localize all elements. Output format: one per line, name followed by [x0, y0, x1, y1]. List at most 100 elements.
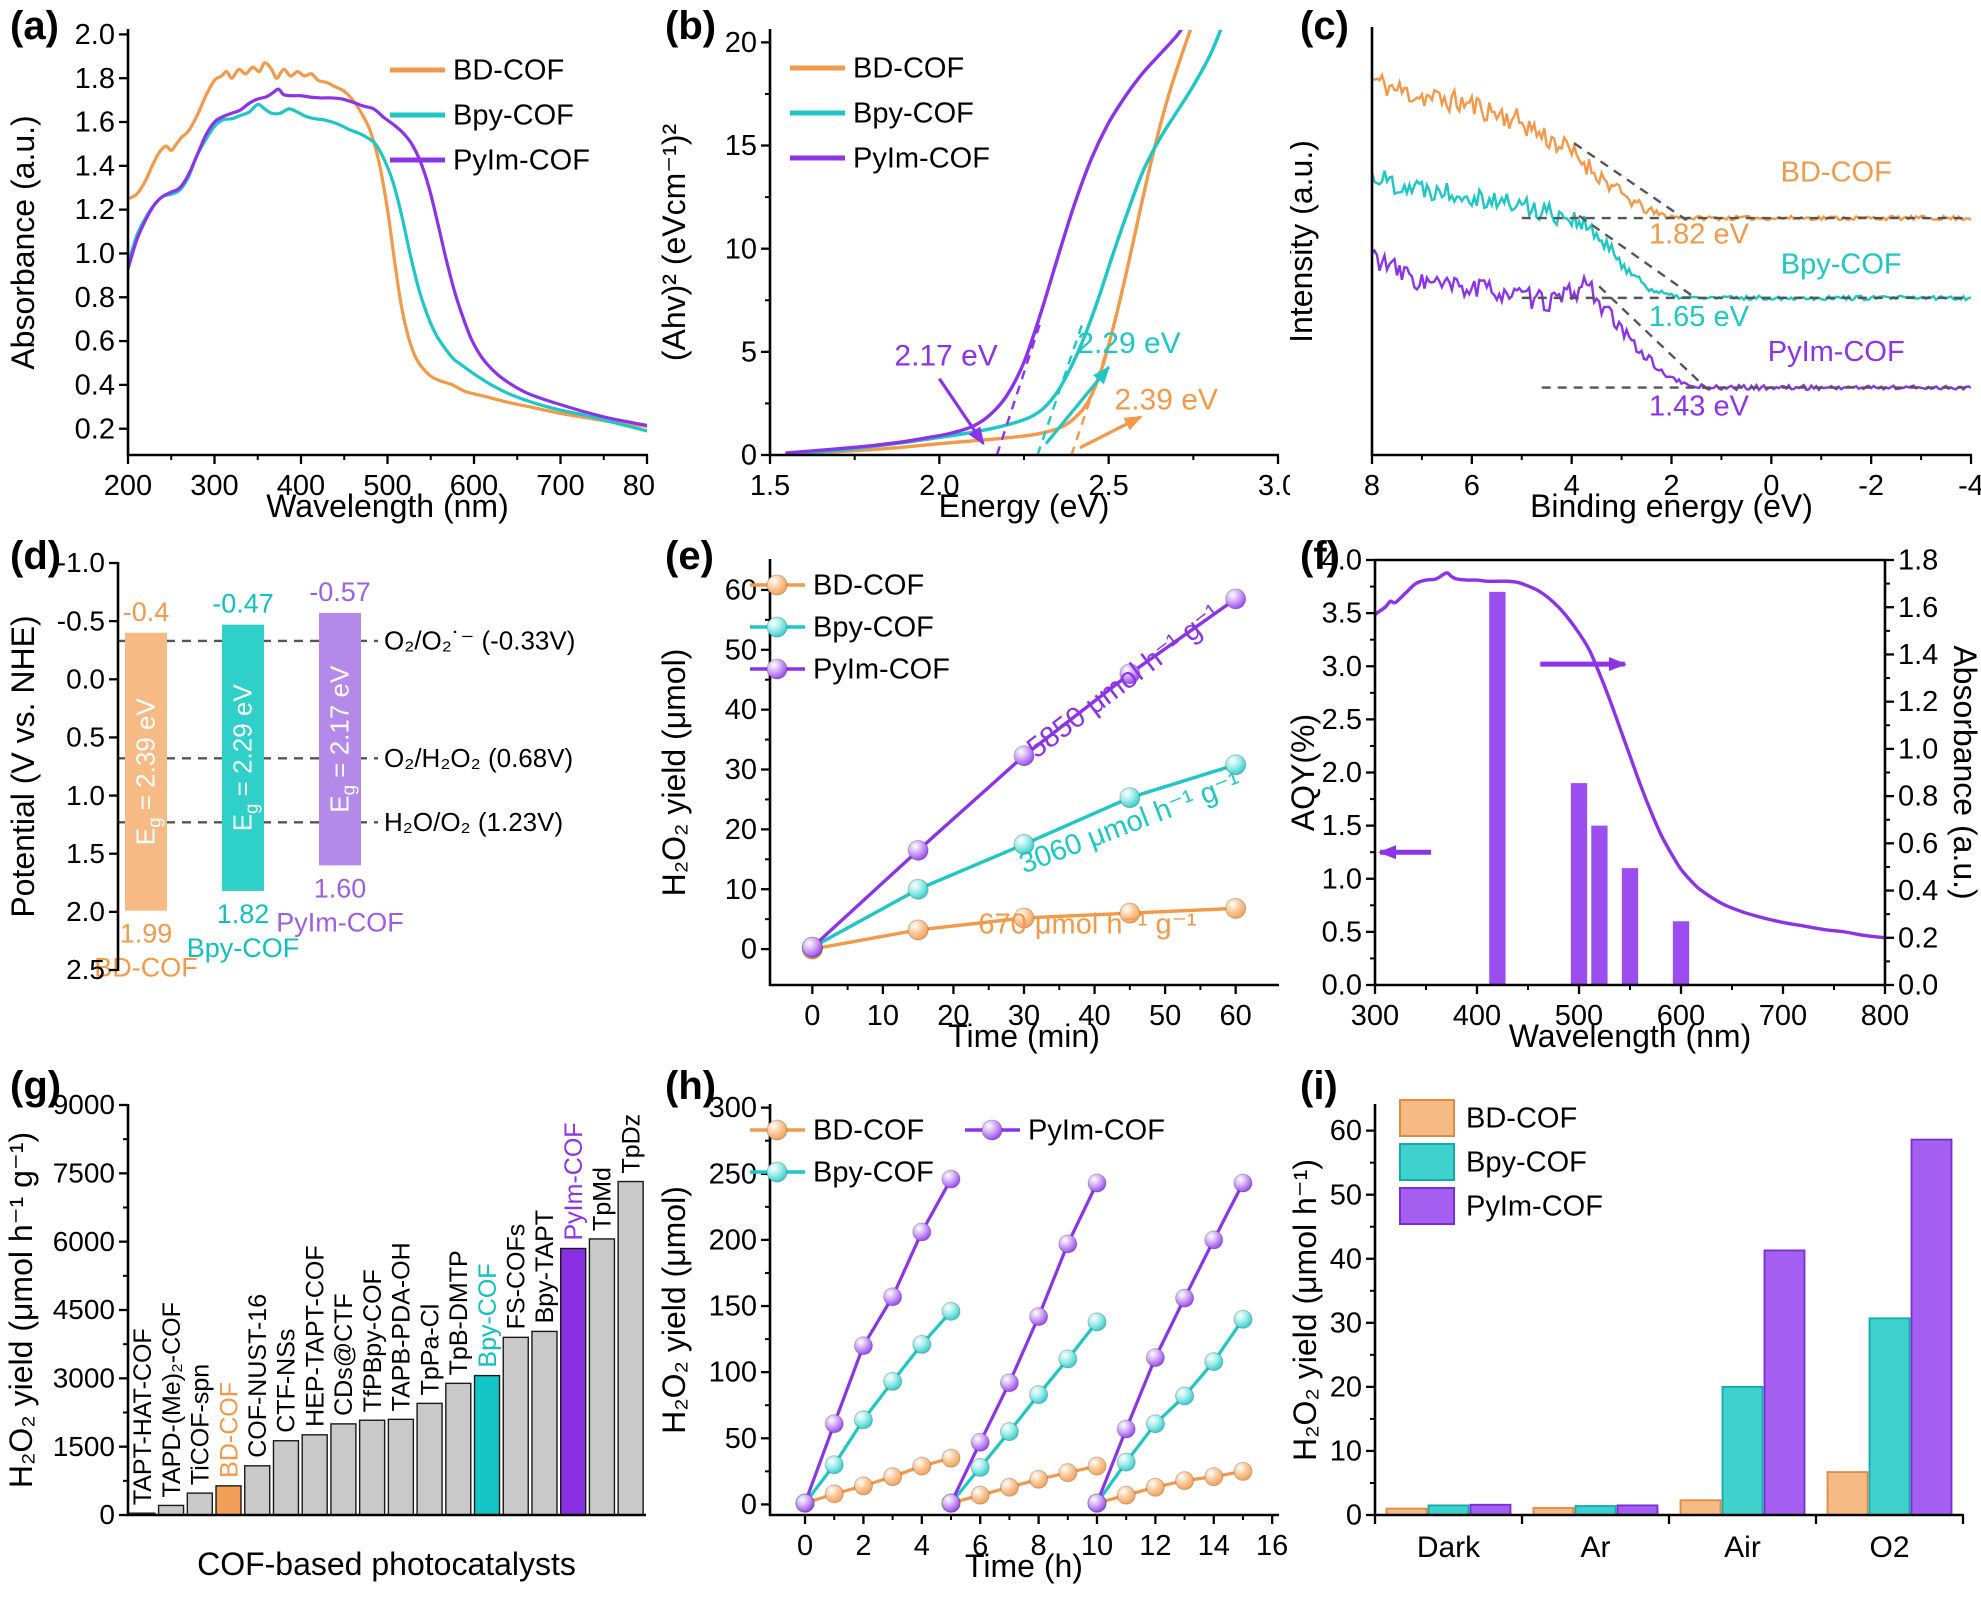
- svg-text:20: 20: [1330, 1371, 1362, 1403]
- panel-label-h: (h): [665, 1064, 717, 1108]
- svg-text:20: 20: [725, 814, 757, 846]
- svg-text:2.0: 2.0: [919, 470, 959, 502]
- svg-text:0.2: 0.2: [75, 413, 115, 445]
- svg-text:TiCOF-spn: TiCOF-spn: [187, 1364, 215, 1485]
- chart-aqy-wavelength: 300 400 500 600 700 8000.00.51.01.52.02.53.03…: [1290, 545, 1981, 1054]
- svg-text:PyIm-COF: PyIm-COF: [1028, 1115, 1165, 1147]
- svg-text:150: 150: [709, 1291, 757, 1323]
- svg-text:Dark: Dark: [1417, 1531, 1481, 1564]
- svg-text:TfPBpy-COF: TfPBpy-COF: [359, 1269, 387, 1412]
- svg-text:0: 0: [741, 1489, 757, 1521]
- svg-text:Wavelength (nm): Wavelength (nm): [1509, 1018, 1751, 1054]
- svg-text:1.5: 1.5: [1322, 810, 1362, 842]
- svg-text:10: 10: [725, 874, 757, 906]
- svg-text:H₂O₂ yield (μmol h⁻¹ g⁻¹): H₂O₂ yield (μmol h⁻¹ g⁻¹): [3, 1132, 39, 1488]
- chart-uvvis-absorbance: 200 300 400 500 600 700 800 0.2 0.4 0.6 0.8 1.0 1.2 1…: [5, 19, 655, 524]
- panel-label-g: (g): [10, 1064, 62, 1108]
- svg-text:0.8: 0.8: [75, 282, 115, 314]
- chart-catalyst-comparison: TAPT-HAT-COF TAPD-(Me)₂-COF TiCOF-spn BD-CO…: [3, 1089, 646, 1582]
- svg-text:TAPT-HAT-COF: TAPT-HAT-COF: [129, 1328, 157, 1505]
- svg-text:Bpy-COF: Bpy-COF: [1466, 1147, 1587, 1179]
- svg-text:BD-COF: BD-COF: [813, 1115, 924, 1147]
- svg-text:PyIm-COF: PyIm-COF: [1768, 336, 1905, 368]
- svg-text:-0.47: -0.47: [212, 589, 274, 619]
- svg-text:BD-COF: BD-COF: [453, 55, 564, 87]
- svg-text:0.5: 0.5: [66, 722, 105, 753]
- svg-text:1.2: 1.2: [75, 194, 115, 226]
- svg-text:30: 30: [725, 754, 757, 786]
- svg-text:0.6: 0.6: [75, 326, 115, 358]
- panel-d: (d) O₂/O₂˙⁻ (-0.33V) O₂/H₂O₂ (0.68V) H₂O/O…: [0, 530, 655, 1060]
- svg-text:400: 400: [1453, 1000, 1501, 1032]
- svg-text:6000: 6000: [53, 1226, 115, 1257]
- svg-text:TpB-DMTP: TpB-DMTP: [445, 1250, 473, 1375]
- svg-text:0: 0: [1346, 1500, 1362, 1532]
- panel-label-e: (e): [665, 534, 714, 578]
- svg-text:2: 2: [1663, 470, 1679, 502]
- panel-e: (e) 5850 μmol h⁻¹ g⁻¹ 3060 μmol h⁻¹ g⁻¹ 67…: [655, 530, 1290, 1060]
- svg-text:1.2: 1.2: [1898, 686, 1938, 718]
- svg-text:1.82 eV: 1.82 eV: [1649, 219, 1750, 251]
- svg-text:10: 10: [1081, 1530, 1113, 1562]
- svg-text:1.65 eV: 1.65 eV: [1649, 301, 1750, 333]
- svg-text:0.4: 0.4: [75, 369, 115, 401]
- svg-text:300: 300: [709, 1092, 757, 1124]
- svg-text:6: 6: [1464, 470, 1480, 502]
- svg-text:0.0: 0.0: [66, 664, 105, 695]
- chart-vb-xps: BD-COF 1.82 eV Bpy-COF 1.65 eV PyIm-COF 1.43 …: [1290, 27, 1981, 524]
- svg-text:2.17 eV: 2.17 eV: [894, 339, 997, 372]
- svg-text:CTF-NSs: CTF-NSs: [273, 1329, 301, 1433]
- svg-text:0.2: 0.2: [1898, 922, 1938, 954]
- svg-text:670 μmol h⁻¹ g⁻¹: 670 μmol h⁻¹ g⁻¹: [978, 909, 1197, 941]
- panel-label-d: (d): [10, 534, 62, 578]
- svg-text:Bpy-COF: Bpy-COF: [187, 933, 300, 963]
- svg-text:0: 0: [99, 1499, 115, 1530]
- svg-text:Time (min): Time (min): [948, 1018, 1100, 1054]
- svg-text:1.5: 1.5: [750, 470, 790, 502]
- svg-text:0: 0: [1763, 470, 1779, 502]
- svg-text:O₂/H₂O₂ (0.68V): O₂/H₂O₂ (0.68V): [384, 743, 573, 773]
- svg-text:COF-based photocatalysts: COF-based photocatalysts: [197, 1546, 576, 1582]
- svg-text:BD-COF: BD-COF: [853, 53, 964, 85]
- svg-text:100: 100: [709, 1357, 757, 1389]
- svg-text:TpMd: TpMd: [589, 1167, 617, 1231]
- svg-text:3.5: 3.5: [1322, 598, 1362, 630]
- svg-text:60: 60: [1220, 1000, 1252, 1032]
- svg-text:BD-COF: BD-COF: [215, 1382, 243, 1478]
- svg-text:2: 2: [855, 1530, 871, 1562]
- svg-text:250: 250: [709, 1158, 757, 1190]
- svg-text:-0.57: -0.57: [309, 577, 371, 607]
- svg-text:0.0: 0.0: [1322, 970, 1362, 1002]
- svg-text:1.6: 1.6: [75, 107, 115, 139]
- svg-text:PyIm-COF: PyIm-COF: [853, 143, 990, 175]
- svg-text:CDs@CTF: CDs@CTF: [330, 1293, 358, 1416]
- svg-text:Bpy-COF: Bpy-COF: [1781, 249, 1902, 281]
- svg-text:AQY(%): AQY(%): [1290, 714, 1321, 831]
- panel-f: (f) 300 400 500 600 700 800 0.0 0.5 1.0 1.5 2.0 2.5…: [1290, 530, 1981, 1060]
- svg-text:BD-COF: BD-COF: [813, 570, 924, 602]
- svg-text:0.8: 0.8: [1898, 781, 1938, 813]
- svg-text:4: 4: [1564, 470, 1580, 502]
- svg-text:2.5: 2.5: [66, 954, 105, 985]
- svg-text:-1.0: -1.0: [57, 547, 105, 578]
- svg-text:20: 20: [725, 27, 757, 59]
- svg-text:Eg = 2.29 eV: Eg = 2.29 eV: [228, 684, 262, 832]
- svg-text:500: 500: [363, 470, 411, 502]
- panel-label-a: (a): [10, 4, 59, 48]
- svg-text:4: 4: [914, 1530, 930, 1562]
- svg-text:Wavelength (nm): Wavelength (nm): [266, 488, 508, 524]
- svg-text:Bpy-COF: Bpy-COF: [853, 98, 974, 130]
- svg-text:500: 500: [1555, 1000, 1603, 1032]
- svg-text:1.5: 1.5: [66, 838, 105, 869]
- svg-text:8: 8: [1031, 1530, 1047, 1562]
- svg-text:H₂O₂ yield (μmol h⁻¹): H₂O₂ yield (μmol h⁻¹): [1290, 1159, 1323, 1461]
- svg-text:6: 6: [972, 1530, 988, 1562]
- svg-text:700: 700: [1759, 1000, 1807, 1032]
- chart-tauc-plot: 2.17 eV 2.29 eV 2.39 eV 1.5 2.0 2.5 3.0 0 5 10 15 2…: [656, 27, 1290, 524]
- svg-text:2.0: 2.0: [1322, 757, 1362, 789]
- panel-a: (a) 200 300 400 500 600 700 800 0.2 0.4 0.6 0.8 1.0…: [0, 0, 655, 530]
- svg-text:Absorbance (a.u.): Absorbance (a.u.): [5, 115, 41, 369]
- svg-text:2.5: 2.5: [1322, 704, 1362, 736]
- svg-text:600: 600: [450, 470, 498, 502]
- svg-text:800: 800: [1861, 1000, 1909, 1032]
